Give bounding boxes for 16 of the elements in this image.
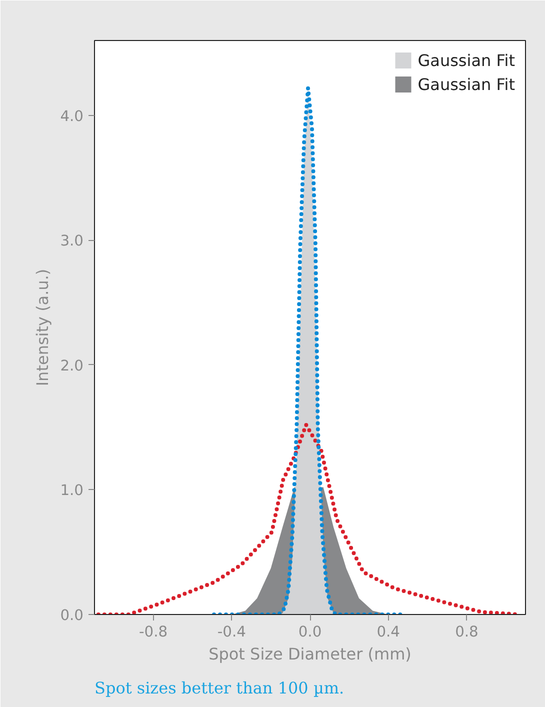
y-tick-label: 1.0	[60, 482, 84, 500]
y-tick-label: 3.0	[60, 232, 84, 250]
legend-label: Gaussian Fit	[418, 74, 515, 94]
y-tick-label: 2.0	[60, 357, 84, 374]
legend-label: Gaussian Fit	[418, 50, 515, 70]
x-tick-label: 0.0	[298, 624, 322, 640]
x-tick-label: 0.4	[376, 624, 400, 640]
y-tick-label: 0.0	[60, 607, 84, 624]
y-tick-label: 4.0	[60, 108, 84, 125]
y-axis-title: Intensity (a.u.)	[33, 268, 52, 386]
line-series	[212, 86, 404, 614]
x-tick-label: -0.8	[138, 624, 168, 640]
x-axis-title: Spot Size Diameter (mm)	[208, 644, 412, 664]
x-tick-label: -0.4	[217, 624, 246, 640]
text: Spot sizes better than 100 µm.	[94, 678, 344, 698]
x-tick-label: 0.8	[455, 624, 478, 640]
